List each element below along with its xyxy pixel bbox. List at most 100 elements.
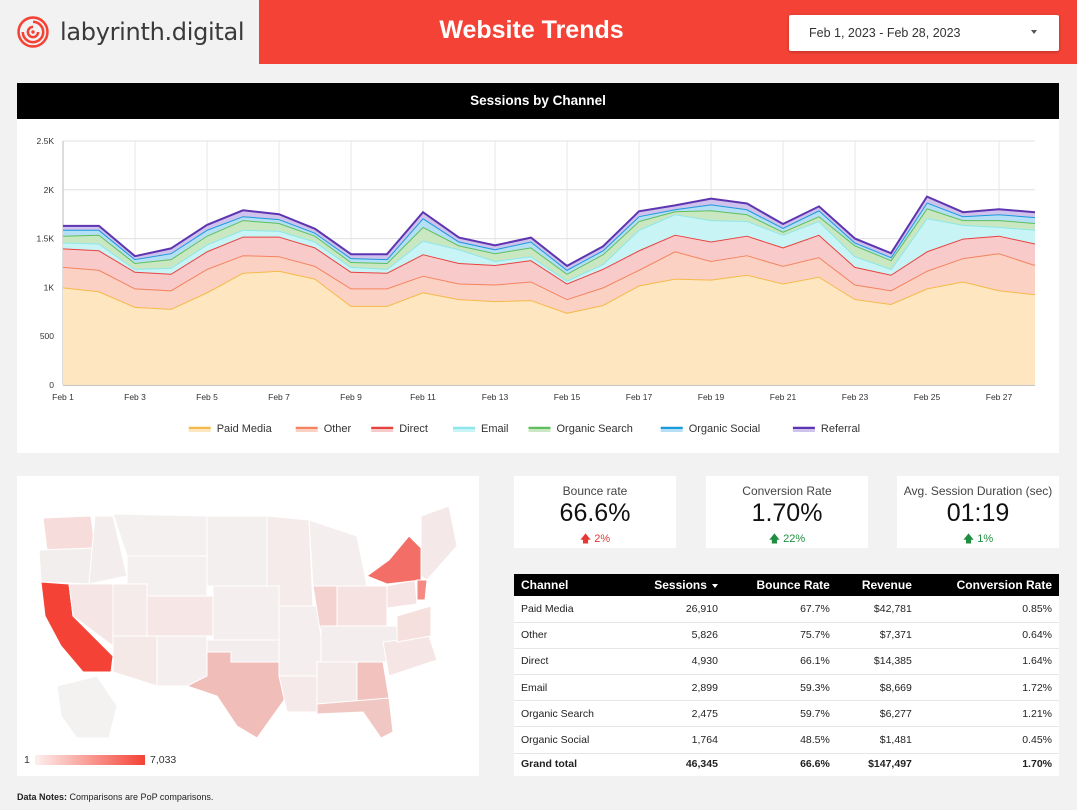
- table-row[interactable]: Organic Search 2,475 59.7% $6,277 1.21%: [514, 700, 1059, 728]
- scorecard-value: 01:19: [946, 499, 1010, 527]
- legend-label: Direct: [399, 423, 428, 435]
- cell-revenue: $1,481: [836, 726, 919, 754]
- labyrinth-logo-icon: [17, 16, 49, 48]
- series-area: [63, 251, 1035, 313]
- map-region-carolinas: [382, 635, 438, 677]
- y-tick-label: 0: [49, 380, 54, 390]
- table-header-row: Channel Sessions Bounce Rate Revenue Con…: [514, 574, 1059, 596]
- cell-bounce-rate: 66.1%: [724, 648, 837, 676]
- table-row[interactable]: Email 2,899 59.3% $8,669 1.72%: [514, 674, 1059, 702]
- cell-channel: Paid Media: [514, 596, 626, 623]
- x-tick-label: Feb 23: [842, 392, 869, 402]
- legend-label: Organic Social: [689, 423, 761, 435]
- map-region-new-jersey: [416, 579, 428, 601]
- y-tick-label: 500: [40, 331, 54, 341]
- cell-conversion-rate: 1.64%: [918, 648, 1059, 676]
- x-tick-label: Feb 17: [626, 392, 653, 402]
- arrow-up-icon: 🡅: [768, 533, 781, 545]
- map-region-pennsylvania: [386, 579, 418, 609]
- legend-swatch-fill: [453, 429, 475, 432]
- table-row[interactable]: Other 5,826 75.7% $7,371 0.64%: [514, 622, 1059, 649]
- cell-conversion-rate: 0.45%: [918, 726, 1059, 754]
- x-tick-label: Feb 27: [986, 392, 1013, 402]
- series-area: [63, 202, 1035, 274]
- legend-label: Paid Media: [217, 423, 273, 435]
- map-region-washington: [42, 515, 96, 551]
- map-region-new-york: [365, 535, 422, 585]
- map-region-utah: [112, 583, 148, 637]
- cell-sessions: 26,910: [625, 596, 725, 623]
- legend-swatch-fill: [188, 429, 211, 432]
- series-area: [63, 270, 1035, 385]
- cell-bounce-rate: 48.5%: [724, 726, 837, 754]
- legend-label: Email: [481, 423, 509, 435]
- cell-sessions: 2,899: [625, 674, 725, 702]
- stacked-area-chart: 0 500 1K 1.5K 2K 2.5K Feb 1 Feb 3 Feb 5 Feb 7 Feb …: [37, 136, 1036, 435]
- date-range-picker[interactable]: Feb 1, 2023 - Feb 28, 2023: [789, 15, 1059, 51]
- cell-conversion-rate: 1.21%: [918, 700, 1059, 728]
- column-header-revenue[interactable]: Revenue: [861, 578, 912, 592]
- x-tick-label: Feb 13: [482, 392, 509, 402]
- title-bar: Website Trends Feb 1, 2023 - Feb 28, 202…: [259, 0, 1077, 64]
- cell-sessions: 2,475: [625, 700, 725, 728]
- x-tick-label: Feb 9: [340, 392, 362, 402]
- x-tick-label: Feb 5: [196, 392, 218, 402]
- brand-name: labyrinth.digital: [60, 18, 245, 46]
- x-tick-label: Feb 7: [268, 392, 290, 402]
- scorecard-avg-session-duration: Avg. Session Duration (sec) 01:19 🡅 1%: [897, 476, 1059, 548]
- page-title: Website Trends: [439, 16, 624, 44]
- x-tick-label: Feb 19: [698, 392, 725, 402]
- total-conversion-rate: 1.70%: [1022, 758, 1052, 771]
- column-header-channel[interactable]: Channel: [521, 578, 569, 592]
- cell-conversion-rate: 0.85%: [918, 596, 1059, 623]
- x-tick-label: Feb 15: [554, 392, 581, 402]
- map-region-texas: [185, 651, 288, 739]
- cell-revenue: $14,385: [836, 648, 919, 676]
- map-region-virginia: [396, 605, 432, 643]
- cell-bounce-rate: 59.3%: [724, 674, 837, 702]
- scorecard-bounce-rate: Bounce rate 66.6% 🡅 2%: [514, 476, 676, 548]
- cell-revenue: $6,277: [836, 700, 919, 728]
- legend-swatch-fill: [792, 429, 815, 432]
- cell-channel: Organic Search: [514, 700, 626, 728]
- y-tick-label: 2.5K: [37, 136, 55, 146]
- series-line: [63, 195, 1036, 268]
- map-region-new-england: [420, 505, 458, 581]
- x-tick-label: Feb 11: [410, 392, 436, 402]
- column-header-conversion-rate[interactable]: Conversion Rate: [956, 578, 1052, 592]
- date-range-value: Feb 1, 2023 - Feb 28, 2023: [809, 26, 961, 40]
- legend-swatch-fill: [371, 429, 394, 432]
- column-header-sessions[interactable]: Sessions: [625, 574, 725, 596]
- us-map-graphic: [38, 505, 458, 739]
- map-legend-scale: [35, 755, 145, 765]
- legend-swatch-fill: [528, 429, 551, 432]
- column-header-bounce-rate[interactable]: Bounce Rate: [756, 578, 830, 592]
- y-tick-label: 1.5K: [37, 234, 55, 244]
- scorecard-value: 1.70%: [751, 499, 823, 527]
- cell-bounce-rate: 75.7%: [724, 622, 837, 649]
- series-area: [63, 234, 1035, 300]
- map-region-nebraska-kansas: [212, 585, 280, 641]
- cell-sessions: 1,764: [625, 726, 725, 754]
- x-tick-label: Feb 1: [52, 392, 74, 402]
- table-row[interactable]: Direct 4,930 66.1% $14,385 1.64%: [514, 648, 1059, 676]
- map-region-wisconsin-michigan: [308, 519, 368, 587]
- total-bounce-rate: 66.6%: [800, 758, 830, 771]
- table-total-row: Grand total 46,345 66.6% $147,497 1.70%: [514, 753, 1059, 775]
- table-row[interactable]: Organic Social 1,764 48.5% $1,481 0.45%: [514, 726, 1059, 754]
- cell-channel: Email: [514, 674, 626, 702]
- scorecard-delta: 🡅 22%: [768, 533, 806, 545]
- cell-bounce-rate: 67.7%: [724, 596, 837, 623]
- arrow-up-icon: 🡅: [579, 533, 592, 545]
- series-area: [63, 208, 1035, 281]
- channel-table: Channel Sessions Bounce Rate Revenue Con…: [514, 574, 1059, 776]
- table-row[interactable]: Paid Media 26,910 67.7% $42,781 0.85%: [514, 596, 1059, 623]
- y-tick-label: 1K: [44, 282, 55, 292]
- map-legend-min: 1: [24, 754, 30, 766]
- scorecard-delta: 🡅 2%: [579, 533, 611, 545]
- us-sessions-map: 1 7,033: [17, 476, 479, 776]
- x-tick-label: Feb 25: [914, 392, 941, 402]
- map-region-arizona: [112, 635, 158, 687]
- x-tick-label: Feb 3: [124, 392, 146, 402]
- cell-bounce-rate: 59.7%: [724, 700, 837, 728]
